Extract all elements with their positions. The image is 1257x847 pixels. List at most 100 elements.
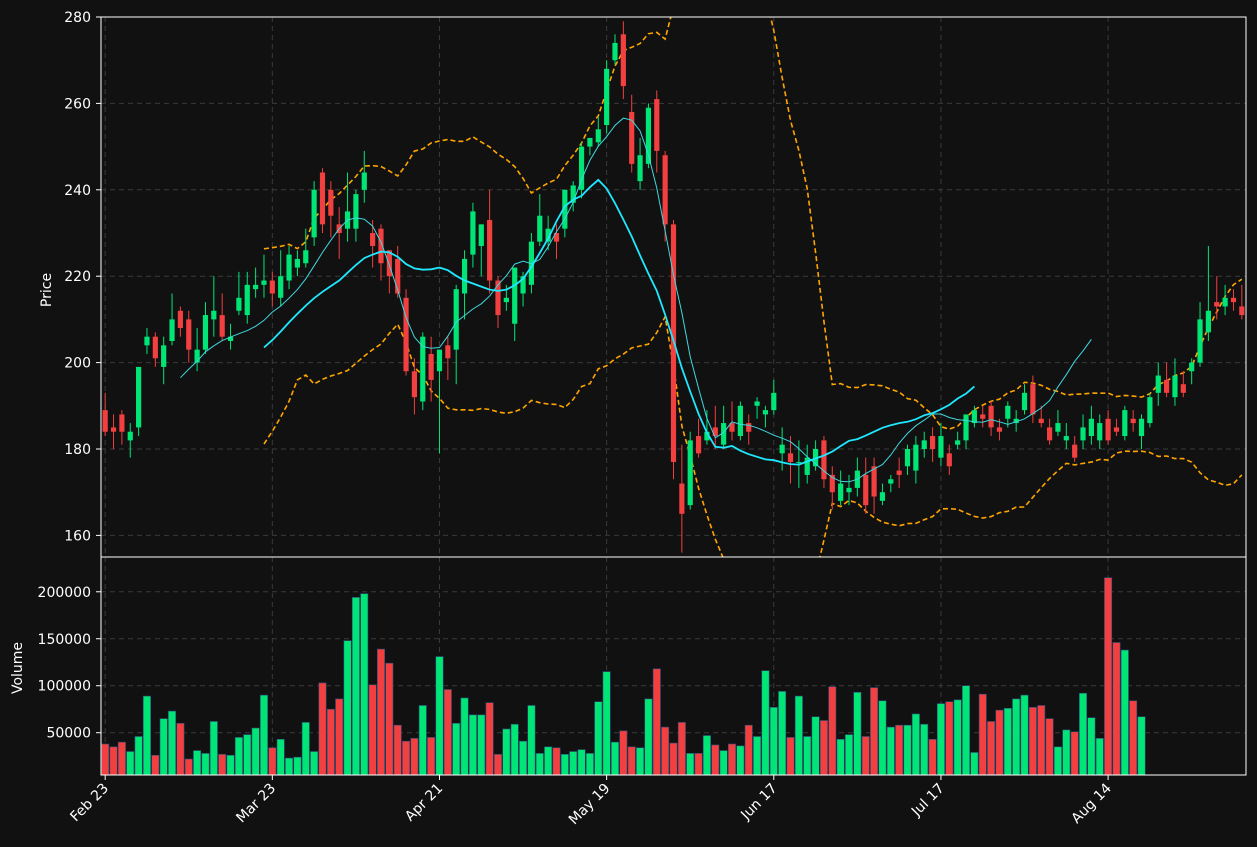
volume-bar <box>878 700 887 776</box>
candle-body <box>227 336 234 341</box>
volume-bar <box>310 751 319 776</box>
bollinger-upper <box>263 17 1243 430</box>
moving-averages <box>180 117 1092 483</box>
volume-bar <box>669 742 678 776</box>
candle-body <box>587 137 593 147</box>
candle-body <box>411 371 418 398</box>
candle-body <box>186 319 192 350</box>
volume-bar <box>794 695 803 776</box>
x-tick-label: Apr 21 <box>402 781 446 825</box>
volume-bar <box>1137 716 1146 776</box>
volume-bar <box>201 753 210 776</box>
candle-body <box>754 401 760 406</box>
volume-bar <box>385 662 394 776</box>
volume-bar <box>335 698 344 776</box>
volume-bar <box>184 758 193 776</box>
candle-body <box>796 461 802 463</box>
candle-body <box>353 194 359 229</box>
volume-bar <box>853 692 862 776</box>
volume-bar <box>510 723 519 776</box>
candle-body <box>378 228 384 264</box>
candle-body <box>386 250 392 277</box>
volume-bar <box>1095 738 1104 776</box>
volume-bar <box>644 698 653 776</box>
volume-bar <box>1087 717 1096 776</box>
volume-bars <box>101 577 1146 776</box>
candle-body <box>704 431 710 441</box>
candle-body <box>712 427 718 437</box>
candle-body <box>236 297 242 311</box>
volume-bar <box>193 750 202 776</box>
candle-body <box>119 414 125 432</box>
candle-body <box>286 254 292 281</box>
candle-body <box>1105 418 1111 441</box>
volume-bar <box>761 670 770 776</box>
candle-body <box>1205 310 1211 333</box>
volume-bar <box>494 754 502 776</box>
volume-bar <box>978 693 987 776</box>
candle-body <box>988 405 994 428</box>
x-axis-ticks: Feb 23 Mar 23 Apr 21 May 19 Jun 17 Jul 17 Aug … <box>67 775 1115 828</box>
volume-bar <box>1053 746 1062 776</box>
price-tick-label: 200 <box>64 356 91 372</box>
price-tick-label: 260 <box>64 96 91 112</box>
volume-bar <box>870 687 879 776</box>
volume-bar <box>677 722 686 776</box>
volume-bar <box>1070 731 1079 776</box>
candle-body <box>395 258 401 294</box>
candle-body <box>980 414 986 419</box>
volume-bar <box>836 738 845 776</box>
volume-bar <box>552 747 561 776</box>
candle-body <box>1005 405 1011 419</box>
volume-bar <box>159 718 168 776</box>
volume-bar <box>803 736 812 776</box>
volume-bar <box>142 695 151 776</box>
volume-tick-label: 150000 <box>38 632 91 648</box>
candle-body <box>361 172 367 190</box>
volume-bar <box>101 743 110 776</box>
candle-body <box>1222 297 1228 307</box>
candle-body <box>1055 423 1061 432</box>
volume-bar <box>569 751 578 776</box>
volume-bar <box>702 735 711 776</box>
candle-body <box>311 189 317 238</box>
volume-bar <box>134 736 143 776</box>
volume-bar <box>711 744 720 776</box>
volume-bar <box>928 738 937 776</box>
candle-body <box>1230 297 1237 303</box>
candle-body <box>1088 418 1094 437</box>
candle-body <box>779 444 785 454</box>
candle-body <box>144 336 150 346</box>
x-tick-label: Feb 23 <box>67 781 112 826</box>
candle-body <box>269 280 275 294</box>
volume-bar <box>560 754 569 776</box>
candle-body <box>955 440 961 445</box>
candle-body <box>403 297 409 372</box>
candle-body <box>1122 410 1128 437</box>
volume-bar <box>1104 577 1113 776</box>
candle-body <box>804 457 810 475</box>
candle-body <box>829 474 835 493</box>
volume-bar <box>895 724 904 776</box>
volume-bar <box>276 738 285 776</box>
candle-body <box>370 233 376 246</box>
volume-bar <box>402 740 411 776</box>
volume-bar <box>427 737 436 776</box>
candle-body <box>520 276 526 294</box>
candle-body <box>244 284 250 316</box>
candle-body <box>679 483 685 514</box>
volume-bar <box>443 689 452 776</box>
volume-bar <box>661 726 670 776</box>
candle-body <box>913 444 919 471</box>
volume-bar <box>259 694 268 776</box>
volume-bar <box>243 734 252 776</box>
candle-body <box>420 336 426 402</box>
candle-body <box>253 284 259 290</box>
candles <box>102 21 1245 553</box>
volume-bar <box>719 750 728 776</box>
volume-bar <box>611 741 619 776</box>
candle-body <box>1180 384 1186 393</box>
volume-bar <box>962 685 970 776</box>
volume-bar <box>903 724 912 776</box>
